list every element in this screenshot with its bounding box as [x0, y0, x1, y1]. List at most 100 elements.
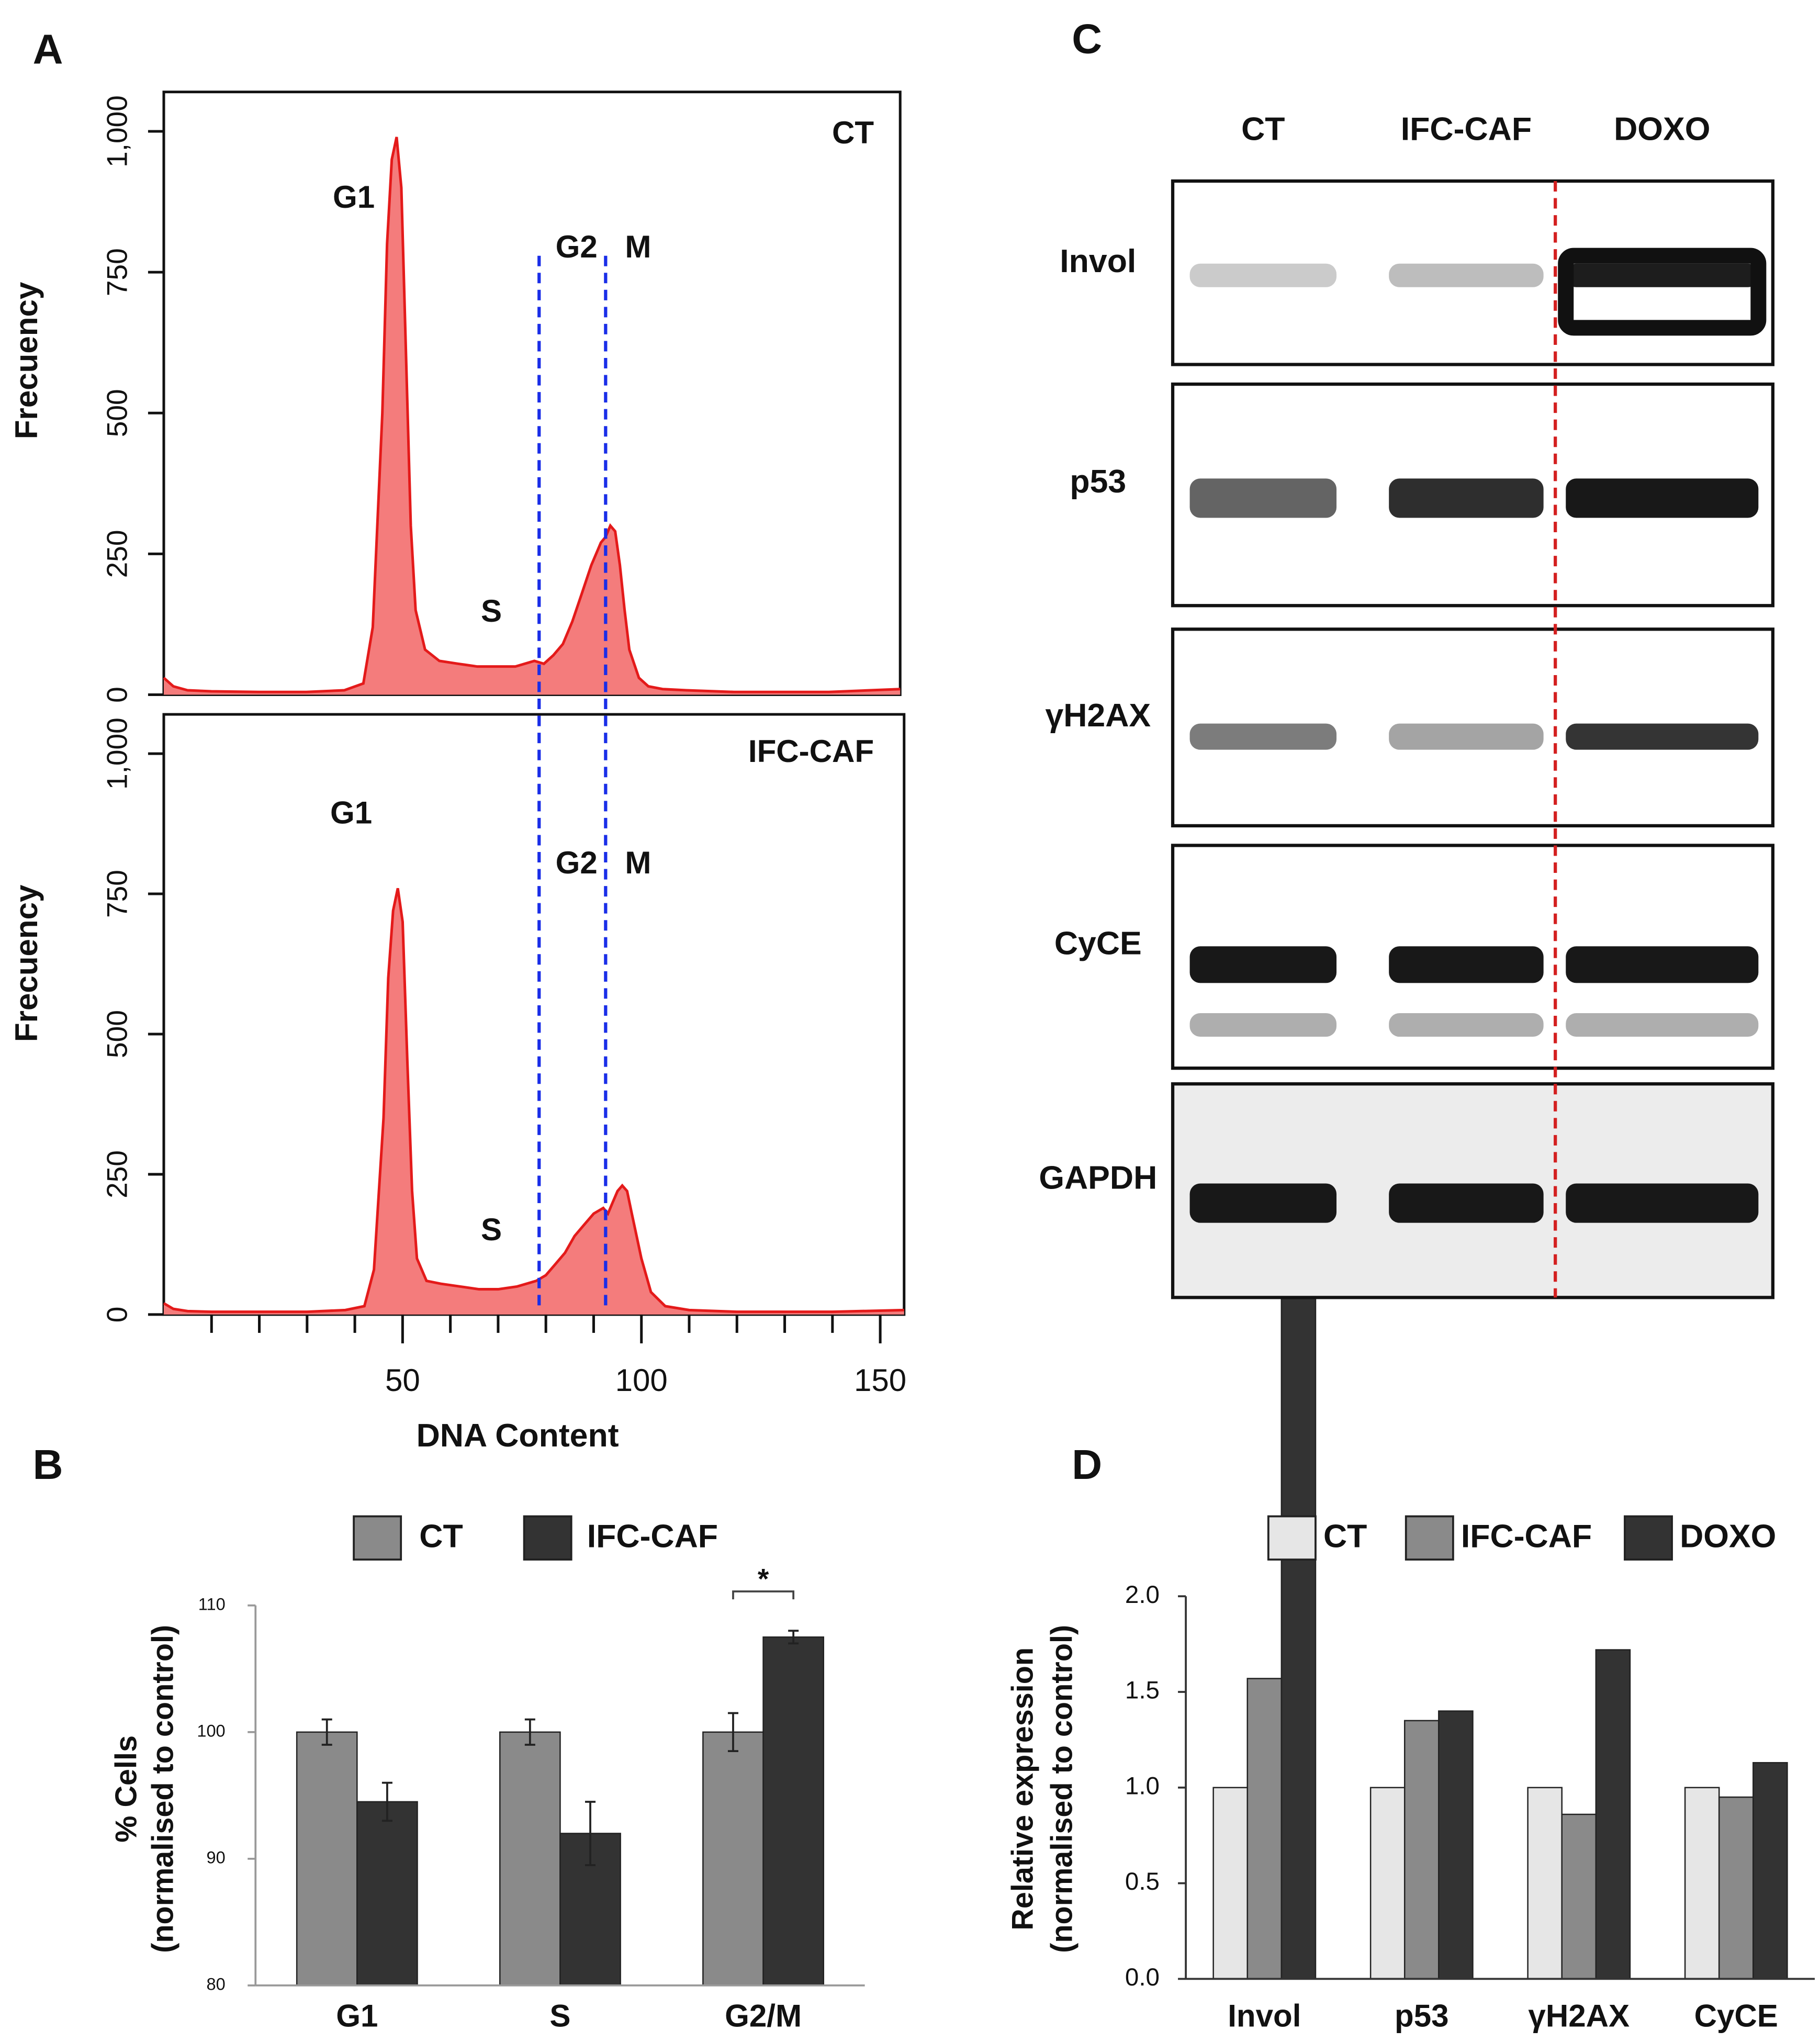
- phase-label: M: [625, 845, 651, 880]
- panel-label: A: [33, 26, 63, 73]
- blot-band: [1566, 946, 1759, 983]
- blot-band: [1189, 478, 1337, 518]
- bar: [1561, 1813, 1597, 1980]
- legend-swatch: [353, 1515, 402, 1561]
- plot-title: CT: [832, 115, 874, 150]
- y-axis-label: (normalised to control): [147, 1625, 180, 1953]
- error-bar: [727, 1712, 738, 1753]
- bar: [1280, 1289, 1317, 1980]
- phase-label: M: [625, 229, 651, 264]
- blot-band: [1189, 1183, 1337, 1223]
- phase-label: G2: [556, 845, 598, 880]
- blot-band: [1566, 1013, 1759, 1037]
- y-tick-label: 2.0: [1125, 1581, 1160, 1609]
- y-tick-label: 1,000: [100, 95, 133, 167]
- bar: [702, 1731, 764, 1987]
- error-bar: [381, 1781, 392, 1822]
- phase-label: S: [481, 1212, 502, 1247]
- y-tick-label: 100: [197, 1721, 225, 1740]
- lane-label: DOXO: [1614, 110, 1710, 147]
- bar: [1438, 1710, 1474, 1980]
- blot-band: [1389, 263, 1544, 287]
- blot-band: [1566, 478, 1759, 518]
- bar: [1527, 1787, 1563, 1980]
- legend-swatch: [1267, 1515, 1317, 1561]
- y-tick-label: 750: [100, 248, 133, 296]
- histogram-line: [163, 888, 904, 1314]
- x-axis-label: DNA Content: [417, 1417, 619, 1454]
- significance-bracket: [732, 1590, 795, 1600]
- protein-label: γH2AX: [1045, 697, 1151, 734]
- lane-label: CT: [1241, 110, 1285, 147]
- blot-band: [1389, 723, 1544, 750]
- bar: [1684, 1787, 1720, 1980]
- y-tick-label: 1,000: [100, 717, 133, 790]
- legend-label: DOXO: [1680, 1518, 1776, 1555]
- blot-band: [1566, 263, 1759, 287]
- x-tick-label: 100: [615, 1363, 668, 1398]
- legend-swatch: [1624, 1515, 1673, 1561]
- y-tick-label: 0: [100, 687, 133, 703]
- protein-label: CyCE: [1054, 925, 1142, 962]
- y-tick-label: 110: [198, 1595, 226, 1613]
- blot-band: [1189, 263, 1337, 287]
- y-tick-label: 0: [100, 1307, 133, 1323]
- blot-band: [1558, 248, 1767, 336]
- blot-band: [1389, 1013, 1544, 1037]
- blot-band: [1189, 1013, 1337, 1037]
- y-tick-label: 750: [100, 870, 133, 918]
- legend-label: IFC-CAF: [1461, 1518, 1592, 1555]
- bar: [1752, 1762, 1788, 1980]
- legend-label: IFC-CAF: [587, 1518, 718, 1555]
- blot-band: [1389, 478, 1544, 518]
- y-tick-label: 250: [100, 530, 133, 578]
- legend-label: CT: [1323, 1518, 1367, 1555]
- error-bar: [585, 1801, 596, 1866]
- panel-label: D: [1072, 1441, 1102, 1488]
- error-bar: [788, 1630, 799, 1645]
- x-tick-label: S: [549, 1998, 570, 2033]
- bar: [1369, 1787, 1406, 1980]
- bar: [1403, 1720, 1440, 1980]
- plot-frame: [162, 91, 902, 697]
- x-tick-label: CyCE: [1694, 1998, 1778, 2033]
- phase-label: G1: [330, 795, 372, 831]
- x-tick-label: p53: [1395, 1998, 1449, 2033]
- x-tick-label: 50: [385, 1363, 420, 1398]
- x-tick-label: G2/M: [725, 1998, 802, 2033]
- phase-label: G2: [556, 229, 598, 264]
- panel-label: B: [33, 1441, 63, 1488]
- x-tick-label: G1: [336, 1998, 378, 2033]
- y-tick-label: 0.0: [1125, 1964, 1160, 1991]
- bar: [762, 1636, 824, 1987]
- y-tick-label: 1.0: [1125, 1772, 1160, 1800]
- panel-label: C: [1072, 15, 1102, 62]
- y-tick-label: 500: [100, 1010, 133, 1058]
- bar: [296, 1731, 358, 1987]
- protein-label: p53: [1070, 463, 1126, 500]
- y-axis-label: (normalised to control): [1045, 1625, 1078, 1953]
- y-axis-label: Relative expression: [1006, 1647, 1039, 1931]
- blot-band: [1189, 946, 1337, 983]
- phase-label: S: [481, 593, 502, 629]
- bar: [356, 1801, 418, 1987]
- lane-label: IFC-CAF: [1401, 110, 1532, 147]
- blot-band: [1189, 723, 1337, 750]
- y-tick-label: 500: [100, 389, 133, 437]
- bar: [1718, 1796, 1754, 1980]
- x-tick-label: Invol: [1228, 1998, 1301, 2033]
- phase-label: G1: [333, 179, 375, 215]
- bar: [1246, 1678, 1283, 1980]
- histogram-line: [163, 137, 901, 693]
- legend-label: CT: [419, 1518, 463, 1555]
- y-axis-label: Frecuency: [9, 884, 44, 1042]
- y-tick-label: 0.5: [1125, 1868, 1160, 1895]
- plot-title: IFC-CAF: [748, 734, 874, 769]
- y-axis-label: Frecuency: [9, 282, 44, 439]
- blot-band: [1566, 723, 1759, 750]
- bar: [1212, 1787, 1249, 1980]
- legend-swatch: [1405, 1515, 1454, 1561]
- bar: [499, 1731, 561, 1987]
